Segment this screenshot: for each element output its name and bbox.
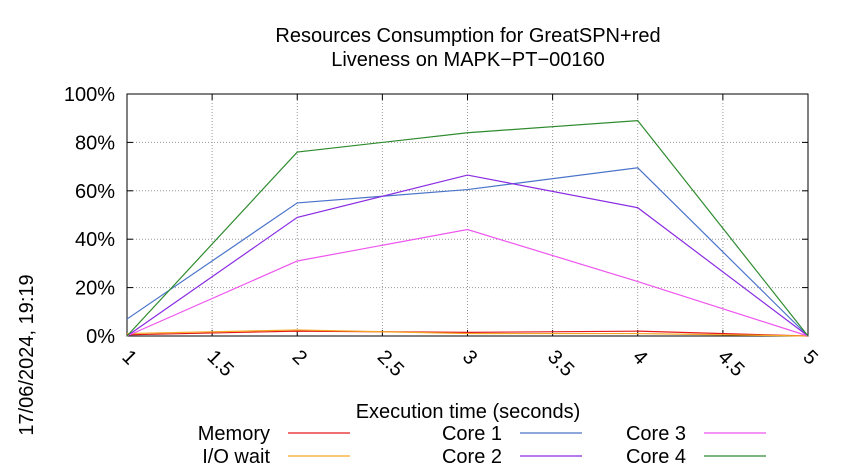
x-tick-label: 4 bbox=[628, 346, 651, 369]
x-tick-label: 5 bbox=[798, 346, 821, 369]
legend-label: Memory bbox=[198, 423, 270, 445]
series-line-core-4 bbox=[126, 119, 809, 337]
plot-border bbox=[126, 93, 809, 337]
y-tick-label: 60% bbox=[75, 181, 115, 203]
x-tick-label: 1 bbox=[117, 346, 140, 369]
series-lines bbox=[126, 119, 809, 337]
y-tick-label: 20% bbox=[75, 278, 115, 300]
chart-title-line2: Liveness on MAPK−PT−00160 bbox=[331, 49, 605, 71]
legend-label: Core 3 bbox=[626, 423, 686, 445]
x-tick-label: 3 bbox=[458, 346, 481, 369]
grid bbox=[126, 93, 809, 337]
x-tick-label: 4.5 bbox=[713, 346, 748, 381]
x-tick-label: 2.5 bbox=[373, 346, 408, 381]
series-line-i-o-wait bbox=[126, 329, 809, 337]
series-line-core-3 bbox=[126, 228, 809, 337]
y-tick-label: 100% bbox=[64, 84, 115, 106]
legend-label: I/O wait bbox=[202, 446, 270, 468]
series-line-core-1 bbox=[126, 167, 809, 337]
x-tick-label: 3.5 bbox=[543, 346, 578, 381]
series-line-core-2 bbox=[126, 174, 809, 337]
legend-label: Core 2 bbox=[442, 446, 502, 468]
y-tick-label: 80% bbox=[75, 132, 115, 154]
x-axis-label: Execution time (seconds) bbox=[356, 401, 581, 423]
legend-label: Core 4 bbox=[626, 446, 686, 468]
y-tick-label: 40% bbox=[75, 229, 115, 251]
x-tick-label: 2 bbox=[288, 346, 311, 369]
y-tick-label: 0% bbox=[86, 326, 115, 348]
axes: 1 1.5 2 2.5 3 3.5 4 4.5 5 0% 20% 40% 60% 80% 100% bbox=[64, 84, 822, 381]
x-tick-label: 1.5 bbox=[203, 346, 238, 381]
timestamp-label: 17/06/2024, 19:19 bbox=[16, 274, 38, 435]
chart-title-line1: Resources Consumption for GreatSPN+red bbox=[275, 25, 660, 47]
legend-label: Core 1 bbox=[442, 423, 502, 445]
series-line-memory bbox=[126, 330, 809, 337]
